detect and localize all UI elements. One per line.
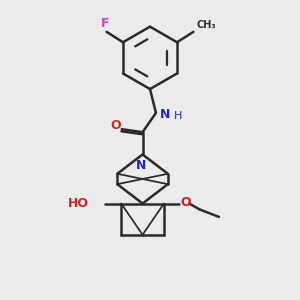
Text: HO: HO [68, 197, 88, 210]
Text: N: N [160, 108, 170, 121]
Text: H: H [174, 111, 182, 122]
Text: O: O [180, 196, 191, 208]
Text: O: O [110, 119, 121, 132]
Text: CH₃: CH₃ [196, 20, 216, 30]
Text: N: N [136, 159, 146, 172]
Text: F: F [101, 17, 110, 30]
